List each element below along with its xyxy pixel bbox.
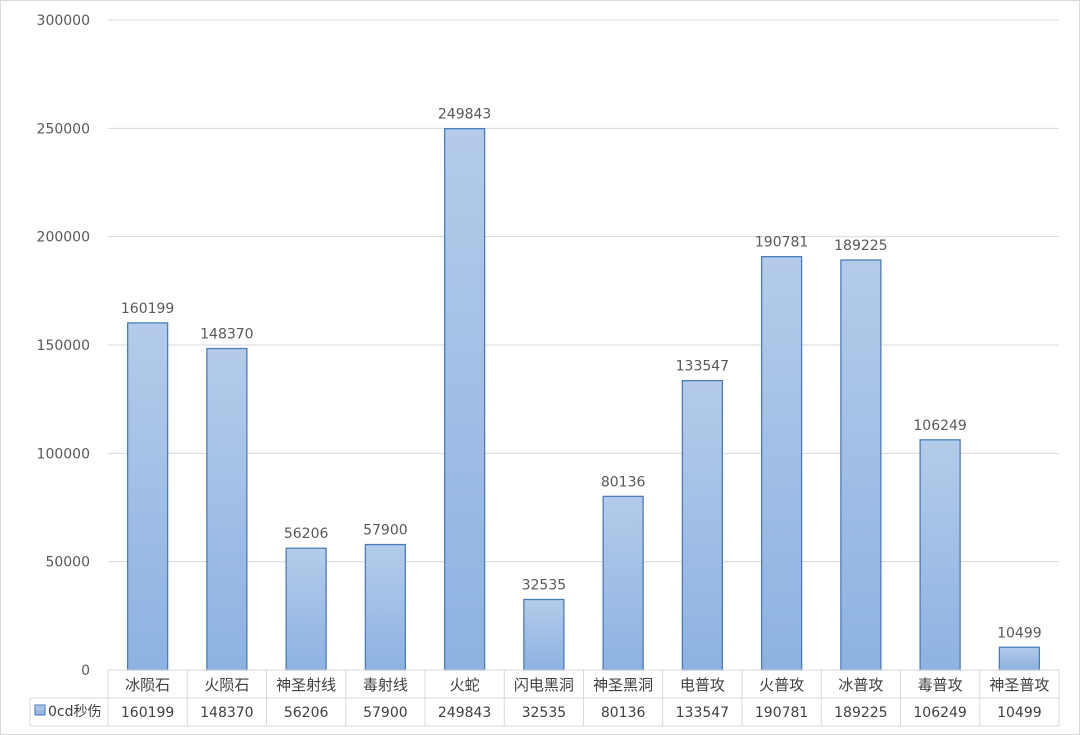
bar-2 [206,347,248,671]
category-label: 神圣普攻 [989,676,1049,694]
gridlines [108,19,1059,563]
category-label: 火蛇 [450,676,480,694]
table-value: 57900 [363,705,408,721]
legend-swatch [34,704,46,716]
bar-1 [126,322,169,671]
data-labels: 160199 148370 56206 57900 249843 32535 80136 13… [121,107,1042,642]
data-label: 160199 [121,301,174,317]
category-label: 毒普攻 [918,676,963,694]
category-label: 火普攻 [759,676,804,694]
bar-10 [840,259,882,671]
category-label: 毒射线 [363,676,408,694]
category-label: 神圣射线 [276,676,336,694]
category-label: 冰普攻 [838,676,883,694]
y-axis-ticks: 0 50000 100000 150000 200000 250000 300000 [37,13,90,679]
y-tick-label: 250000 [37,121,90,137]
bar-11 [919,439,961,671]
data-table: 冰陨石 160199 火陨石 148370 神圣射线 56206 毒射线 57900 火蛇 249… [29,669,1060,727]
table-value: 80136 [601,705,646,721]
bar-6 [523,598,565,671]
bar-5 [443,128,486,671]
table-value: 189225 [834,705,887,721]
data-label: 56206 [284,526,329,542]
y-tick-label: 50000 [45,555,90,571]
category-label: 闪电黑洞 [514,676,574,694]
legend-label: 0cd秒伤 [48,704,102,720]
data-label: 249843 [438,107,491,123]
table-value: 10499 [997,705,1042,721]
bar-3 [285,547,327,671]
bar-7 [602,495,644,671]
y-tick-label: 300000 [37,13,90,29]
table-value: 148370 [200,705,253,721]
bar-4 [364,543,407,671]
bar-12 [998,646,1041,671]
category-label: 冰陨石 [125,676,170,694]
bars [126,128,1041,671]
data-label: 190781 [755,235,808,251]
y-tick-label: 150000 [37,338,90,354]
category-label: 神圣黑洞 [593,676,653,694]
data-label: 57900 [363,523,408,539]
category-label: 火陨石 [204,676,249,694]
data-label: 32535 [522,578,567,594]
y-tick-label: 0 [81,663,90,679]
table-value: 160199 [121,705,174,721]
table-value: 133547 [676,705,729,721]
table-value: 32535 [522,705,567,721]
bar-9 [760,255,803,671]
table-value: 190781 [755,705,808,721]
y-tick-label: 200000 [37,230,90,246]
category-label: 电普攻 [680,676,725,694]
data-label: 10499 [997,625,1042,641]
table-value: 106249 [913,705,966,721]
table-value: 249843 [438,705,491,721]
bar-8 [681,379,724,671]
table-value: 56206 [284,705,329,721]
data-label: 189225 [834,238,887,254]
data-label: 133547 [676,359,729,375]
data-label: 148370 [200,327,253,343]
data-label: 80136 [601,474,646,490]
data-label: 106249 [913,418,966,434]
y-tick-label: 100000 [37,446,90,462]
